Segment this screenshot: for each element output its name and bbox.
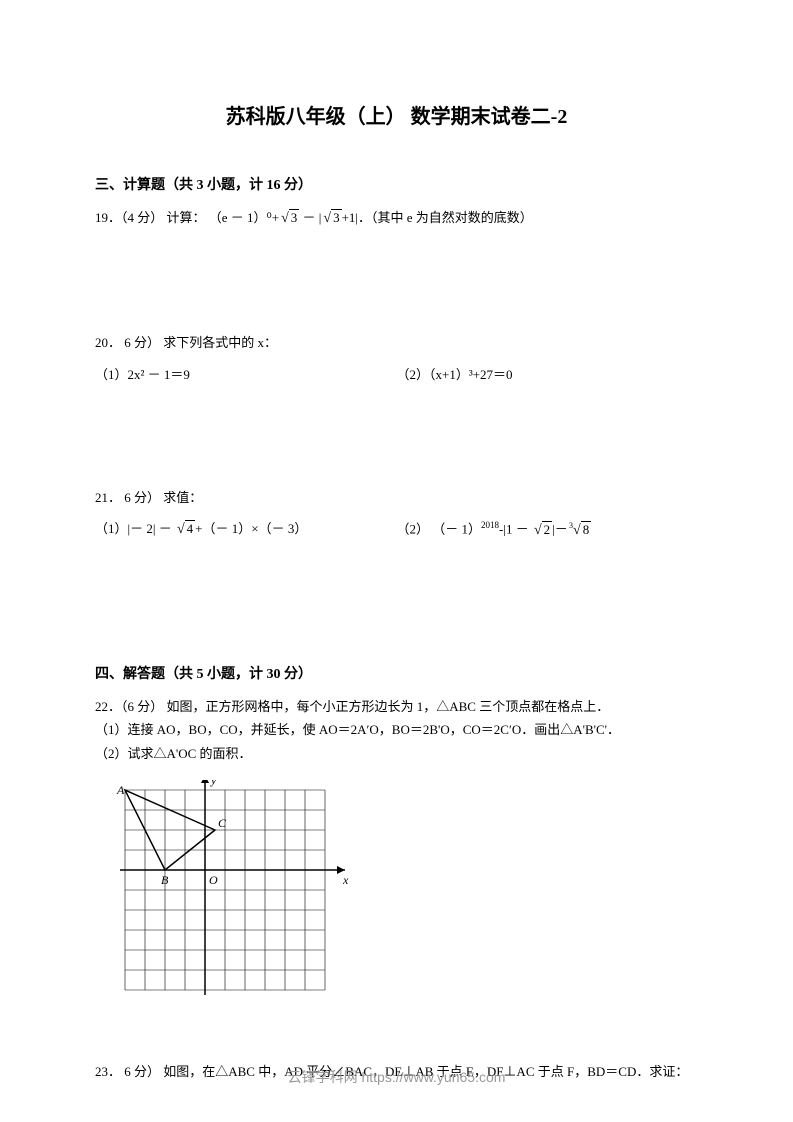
- sqrt-icon: 3: [321, 206, 341, 231]
- q22-line1: 22．（6 分） 如图，正方形网格中，每个小正方形边长为 1，△ABC 三个顶点…: [95, 695, 698, 718]
- svg-text:A: A: [116, 783, 125, 797]
- cbrt-icon: 38: [571, 522, 591, 537]
- q21-sub2-sqrt: 2: [542, 521, 553, 537]
- section4-header: 四、解答题（共 5 小题，计 30 分）: [95, 663, 698, 683]
- page-title: 苏科版八年级（上） 数学期末试卷二-2: [95, 100, 698, 129]
- q22-line2: （1）连接 AO，BO，CO，并延长，使 AO＝2A′O，BO＝2B'O，CO＝…: [95, 718, 698, 741]
- q20-sub2: （2）（x+1）³+27＝0: [397, 363, 699, 386]
- coordinate-grid: A B C Ox y: [115, 780, 355, 1000]
- question-21: 21． 6 分） 求值： （1）|－ 2| － 4+（－ 1）×（－ 3） （2…: [95, 486, 698, 543]
- q20-sub1: （1）2x² － 1＝9: [95, 363, 397, 386]
- question-22: 22．（6 分） 如图，正方形网格中，每个小正方形边长为 1，△ABC 三个顶点…: [95, 695, 698, 765]
- grid-figure: A B C Ox y: [115, 780, 698, 1000]
- sqrt-icon: 3: [279, 206, 299, 231]
- q21-sub2: （2） （－ 1）2018-|1 － 2|－ 38: [397, 517, 699, 543]
- q21-sub2-cbrt: 8: [581, 521, 592, 537]
- q21-sub1-sqrt: 4: [185, 520, 196, 536]
- q22-line3: （2）试求△A'OC 的面积．: [95, 742, 698, 765]
- q21-sub2-prefix: （2） （－ 1）: [397, 522, 482, 537]
- q21-sub1-suffix: +（－ 1）×（－ 3）: [195, 521, 307, 536]
- q19-mid: － |: [299, 210, 321, 225]
- q19-sqrt1: 3: [289, 209, 300, 225]
- q21-sub2-mid: -|1 －: [499, 522, 532, 537]
- svg-text:B: B: [161, 873, 169, 887]
- section3-header: 三、计算题（共 3 小题，计 16 分）: [95, 174, 698, 194]
- watermark: 云锋学科网 https://www.yun65.com: [0, 1067, 793, 1087]
- sqrt-icon: 4: [175, 517, 195, 542]
- q19-prefix: 19．（4 分） 计算： （e － 1）⁰+: [95, 210, 279, 225]
- q20-text: 20． 6 分） 求下列各式中的 x：: [95, 331, 698, 354]
- svg-text:y: y: [210, 780, 217, 787]
- svg-text:x: x: [342, 873, 349, 887]
- q21-text: 21． 6 分） 求值：: [95, 486, 698, 509]
- sqrt-icon: 2: [532, 518, 552, 543]
- question-20: 20． 6 分） 求下列各式中的 x： （1）2x² － 1＝9 （2）（x+1…: [95, 331, 698, 386]
- question-19: 19．（4 分） 计算： （e － 1）⁰+3 － |3+1|．（其中 e 为自…: [95, 206, 698, 231]
- svg-text:O: O: [209, 873, 218, 887]
- q21-sub2-exp: 2018: [481, 520, 499, 530]
- q21-sub1: （1）|－ 2| － 4+（－ 1）×（－ 3）: [95, 517, 397, 543]
- q19-sqrt2: 3: [331, 209, 342, 225]
- svg-text:C: C: [218, 816, 227, 830]
- q19-suffix: +1|．（其中 e 为自然对数的底数）: [342, 210, 533, 225]
- q21-sub1-prefix: （1）|－ 2| －: [95, 521, 175, 536]
